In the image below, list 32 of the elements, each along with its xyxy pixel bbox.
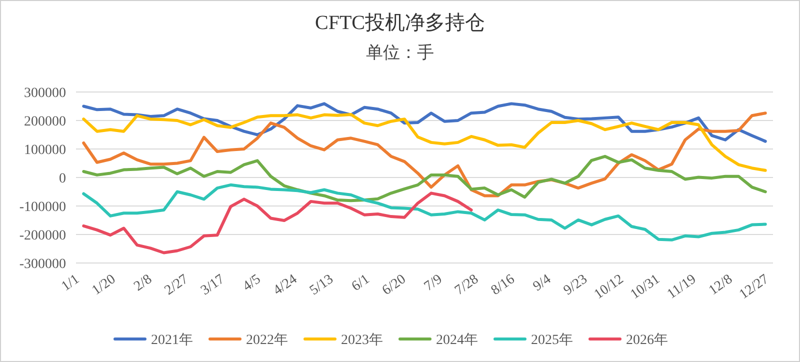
legend-label: 2021年 bbox=[151, 332, 193, 348]
x-tick-label: 1/1 bbox=[59, 272, 82, 295]
y-tick-label: -200000 bbox=[19, 228, 66, 244]
x-tick-label: 2/8 bbox=[132, 272, 155, 295]
y-tick-label: -100000 bbox=[19, 200, 66, 215]
x-tick-label: 7/28 bbox=[452, 272, 482, 299]
x-tick-label: 6/20 bbox=[380, 272, 409, 299]
chart-subtitle: 单位：手 bbox=[366, 43, 434, 62]
y-tick-label: 0 bbox=[59, 172, 66, 186]
x-tick-label: 12/8 bbox=[706, 272, 736, 299]
x-tick-label: 3/17 bbox=[198, 272, 228, 299]
legend-label: 2024年 bbox=[436, 332, 478, 348]
x-tick-label: 4/24 bbox=[270, 272, 300, 299]
x-tick-label: 1/20 bbox=[90, 272, 119, 299]
legend-label: 2026年 bbox=[626, 332, 668, 348]
y-tick-label: -300000 bbox=[19, 257, 66, 272]
x-tick-label: 6/1 bbox=[349, 272, 373, 295]
legend-label: 2023年 bbox=[341, 332, 383, 348]
legend-label: 2022年 bbox=[246, 332, 288, 348]
y-tick-label: 300000 bbox=[24, 86, 66, 101]
x-tick-label: 5/13 bbox=[307, 272, 336, 299]
legend-label: 2025年 bbox=[531, 332, 573, 348]
x-tick-label: 10/31 bbox=[628, 272, 663, 303]
x-tick-label: 4/5 bbox=[240, 272, 264, 295]
x-tick-label: 2/27 bbox=[162, 272, 192, 299]
chart-title: CFTC投机净多持仓 bbox=[314, 12, 486, 34]
x-tick-label: 9/23 bbox=[561, 272, 590, 299]
x-tick-label: 9/4 bbox=[530, 272, 554, 295]
y-tick-label: 200000 bbox=[24, 114, 66, 130]
x-tick-label: 7/9 bbox=[422, 272, 446, 295]
y-tick-label: 100000 bbox=[24, 143, 66, 158]
x-tick-label: 8/16 bbox=[488, 272, 518, 299]
